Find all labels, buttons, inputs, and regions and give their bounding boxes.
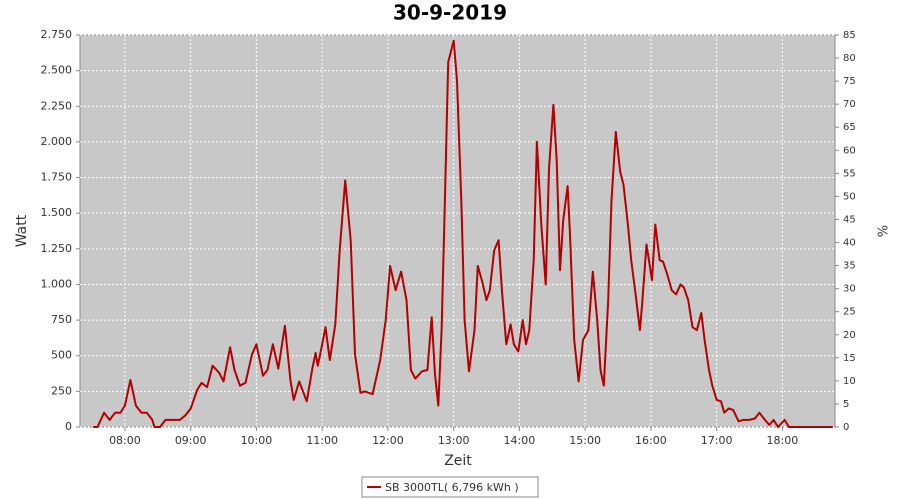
y2-tick-label: 30 [843, 284, 856, 295]
y2-tick-label: 75 [843, 76, 856, 87]
y-tick-label: 750 [51, 313, 72, 326]
x-tick-label: 09:00 [175, 434, 207, 447]
y-tick-label: 250 [51, 384, 72, 397]
y2-tick-label: 60 [843, 145, 856, 156]
x-tick-label: 17:00 [701, 434, 733, 447]
y2-tick-label: 35 [843, 261, 856, 272]
y-tick-label: 1.500 [41, 206, 73, 219]
y-axis-label: Watt [14, 214, 30, 247]
x-tick-label: 12:00 [372, 434, 404, 447]
y2-tick-label: 50 [843, 191, 856, 202]
y2-tick-label: 10 [843, 376, 856, 387]
x-tick-label: 13:00 [438, 434, 470, 447]
y2-tick-label: 25 [843, 307, 856, 318]
y-tick-label: 0 [65, 420, 72, 433]
y2-axis-label: % [877, 225, 892, 237]
y2-tick-label: 55 [843, 168, 856, 179]
y2-tick-label: 40 [843, 238, 856, 249]
x-tick-label: 16:00 [635, 434, 667, 447]
chart-title: 30-9-2019 [393, 1, 507, 25]
y-tick-label: 1.750 [41, 171, 73, 184]
y-tick-label: 2.500 [41, 64, 73, 77]
y2-tick-label: 20 [843, 330, 856, 341]
y-tick-label: 1.000 [41, 277, 73, 290]
y2-tick-label: 5 [843, 399, 849, 410]
y2-tick-label: 65 [843, 122, 856, 133]
x-tick-label: 11:00 [306, 434, 338, 447]
x-tick-label: 10:00 [241, 434, 273, 447]
y-tick-label: 2.750 [41, 28, 73, 41]
legend-label: SB 3000TL( 6,796 kWh ) [385, 481, 519, 494]
x-axis-label: Zeit [444, 453, 472, 469]
y-tick-label: 1.250 [41, 242, 73, 255]
legend-box [361, 476, 539, 498]
x-tick-label: 08:00 [109, 434, 141, 447]
y2-tick-label: 45 [843, 214, 856, 225]
y-tick-label: 2.000 [41, 135, 73, 148]
y2-tick-label: 70 [843, 99, 856, 110]
series-line [93, 39, 833, 428]
x-tick-label: 15:00 [569, 434, 601, 447]
x-tick-label: 14:00 [504, 434, 536, 447]
y-tick-label: 2.250 [41, 99, 73, 112]
y2-tick-label: 15 [843, 353, 856, 364]
y2-tick-label: 0 [843, 422, 849, 433]
y2-tick-label: 85 [843, 30, 856, 41]
y-tick-label: 500 [51, 349, 72, 362]
x-tick-label: 18:00 [767, 434, 799, 447]
y2-tick-label: 80 [843, 53, 856, 64]
